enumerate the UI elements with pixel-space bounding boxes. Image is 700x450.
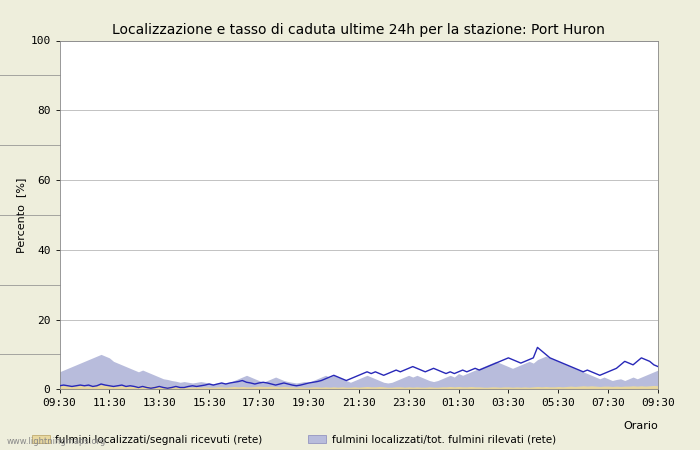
Title: Localizzazione e tasso di caduta ultime 24h per la stazione: Port Huron: Localizzazione e tasso di caduta ultime … xyxy=(112,22,606,36)
Text: Orario: Orario xyxy=(623,421,658,431)
Y-axis label: Percento  [%]: Percento [%] xyxy=(16,177,26,252)
Text: www.lightningmaps.org: www.lightningmaps.org xyxy=(7,436,106,446)
Legend: fulmini localizzati/segnali ricevuti (rete), fulmini localizzati/segnali ricevut: fulmini localizzati/segnali ricevuti (re… xyxy=(32,435,590,450)
